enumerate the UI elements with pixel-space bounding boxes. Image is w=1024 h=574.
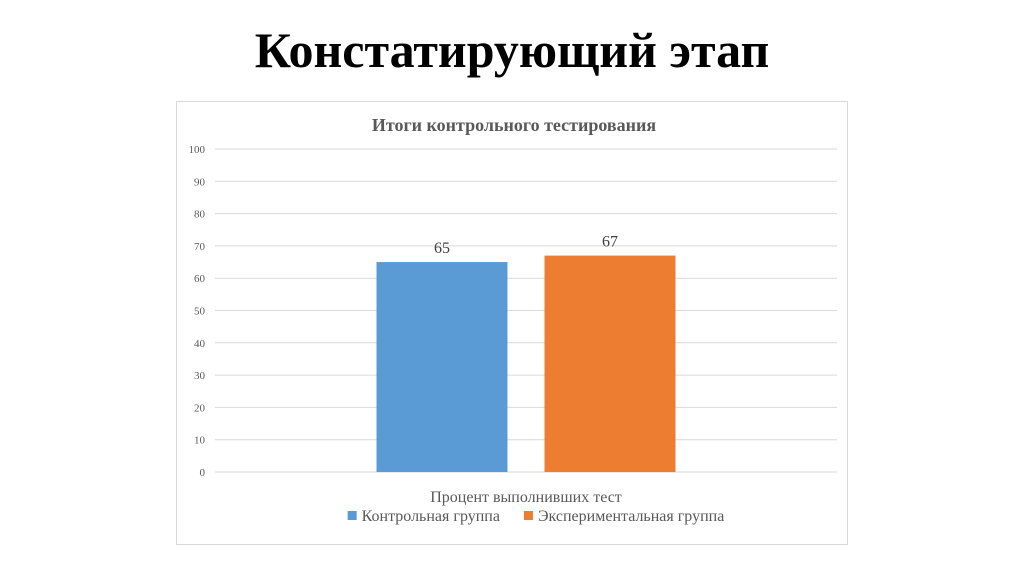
- y-tick-label: 60: [194, 273, 206, 285]
- chart-frame: Итоги контрольного тестирования 0 10 20 30 4…: [176, 101, 848, 545]
- chart-title: Итоги контрольного тестирования: [372, 115, 656, 135]
- legend-swatch: [347, 511, 357, 520]
- y-tick-label: 90: [194, 176, 206, 188]
- y-tick-label: 80: [194, 209, 206, 221]
- data-label: 65: [434, 240, 450, 257]
- legend-label: Контрольная группа: [362, 508, 500, 525]
- y-tick-label: 40: [194, 338, 206, 350]
- bars: [376, 255, 676, 472]
- y-tick-label: 100: [189, 144, 206, 156]
- legend: Контрольная группа Экспериментальная груп…: [347, 508, 724, 525]
- page-title: Констатирующий этап: [254, 22, 770, 78]
- bar-chart: Итоги контрольного тестирования 0 10 20 30 4…: [189, 115, 837, 525]
- category-label: Процент выполнивших тест: [430, 489, 622, 506]
- y-tick-label: 10: [194, 435, 206, 447]
- y-tick-label: 70: [194, 241, 206, 253]
- category-labels: Процент выполнивших тест: [430, 489, 622, 506]
- data-labels: 65 67: [434, 234, 618, 257]
- legend-item: Экспериментальная группа: [523, 508, 724, 525]
- y-tick-label: 30: [194, 370, 206, 382]
- legend-label: Экспериментальная группа: [538, 508, 724, 525]
- data-label: 67: [602, 234, 618, 251]
- legend-swatch: [523, 511, 533, 520]
- y-tick-label: 20: [194, 402, 206, 414]
- y-tick-label: 0: [200, 467, 206, 479]
- bar: [376, 262, 508, 472]
- y-tick-label: 50: [194, 306, 206, 318]
- y-axis-tick-labels: 0 10 20 30 40 50 60 70 80 90 100: [189, 144, 206, 479]
- bar: [544, 255, 676, 472]
- gridlines: [215, 148, 837, 473]
- legend-item: Контрольная группа: [347, 508, 500, 525]
